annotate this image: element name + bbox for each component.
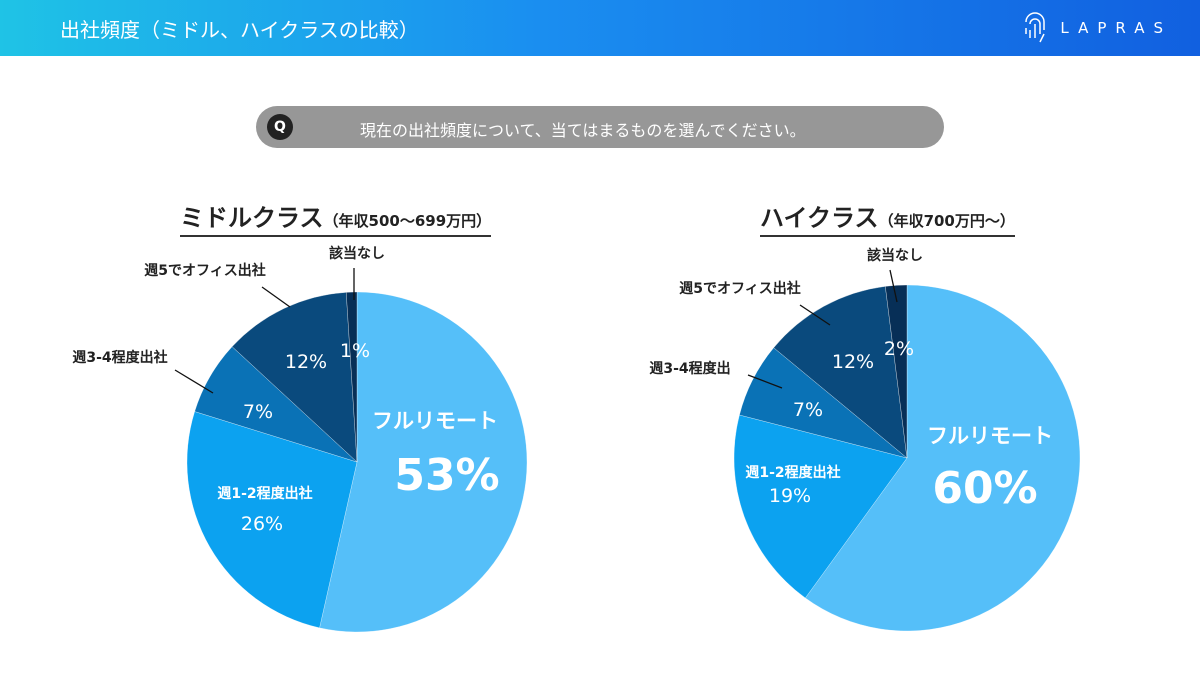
- category-label: 週1-2程度出社: [745, 464, 840, 481]
- pie-slice: [186, 411, 358, 629]
- chart-title-main: ハイクラス: [760, 204, 879, 232]
- pie-slice: [733, 414, 908, 599]
- leader-line: [799, 304, 831, 326]
- leader-line: [261, 286, 291, 308]
- lapras-logo: LAPRAS: [1022, 12, 1172, 44]
- data-label: 7%: [243, 401, 273, 423]
- question-box: Q 現在の出社頻度について、当てはまるものを選んでください。: [256, 106, 944, 148]
- pie-slice: [885, 284, 908, 459]
- chart-title-middle: ミドルクラス（年収500〜699万円）: [180, 198, 492, 237]
- category-label: フルリモート: [927, 424, 1053, 448]
- pie-slice: [319, 291, 528, 633]
- pie-slice: [346, 291, 358, 463]
- category-label: 週5でオフィス出社: [679, 280, 800, 297]
- fingerprint-icon: [1025, 12, 1046, 43]
- category-label: 該当なし: [867, 247, 923, 264]
- category-label: 週3-4程度出社: [72, 349, 167, 366]
- category-label: フルリモート: [372, 409, 498, 433]
- data-label: 19%: [769, 485, 811, 507]
- question-text: 現在の出社頻度について、当てはまるものを選んでください。: [360, 121, 806, 140]
- data-label: 12%: [285, 351, 327, 373]
- chart-title-high: ハイクラス（年収700万円〜）: [760, 198, 1015, 237]
- pie-slice: [231, 292, 358, 463]
- chart-subtitle: （年収500〜699万円）: [323, 212, 492, 230]
- data-label: 26%: [241, 513, 283, 535]
- pie-slice: [805, 284, 1081, 632]
- data-label: 53%: [394, 450, 499, 501]
- chart-title-main: ミドルクラス: [180, 204, 324, 232]
- pie-slice: [773, 286, 908, 459]
- leader-line: [747, 374, 783, 389]
- leader-line: [889, 269, 898, 303]
- data-label: 2%: [884, 338, 914, 360]
- data-label: 60%: [932, 463, 1037, 514]
- question-badge: Q: [267, 114, 293, 140]
- category-label: 週1-2程度出社: [217, 485, 312, 502]
- data-label: 1%: [340, 340, 370, 362]
- page-title: 出社頻度（ミドル、ハイクラスの比較）: [60, 18, 419, 42]
- leader-line: [174, 369, 214, 394]
- data-label: 12%: [832, 351, 874, 373]
- category-label: 週5でオフィス出社: [144, 262, 265, 279]
- chart-subtitle: （年収700万円〜）: [878, 212, 1015, 230]
- data-label: 7%: [793, 399, 823, 421]
- header-bar: 出社頻度（ミドル、ハイクラスの比較） LAPRAS: [0, 0, 1200, 56]
- category-label: 該当なし: [329, 245, 385, 262]
- category-label: 週3-4程度出: [649, 360, 730, 377]
